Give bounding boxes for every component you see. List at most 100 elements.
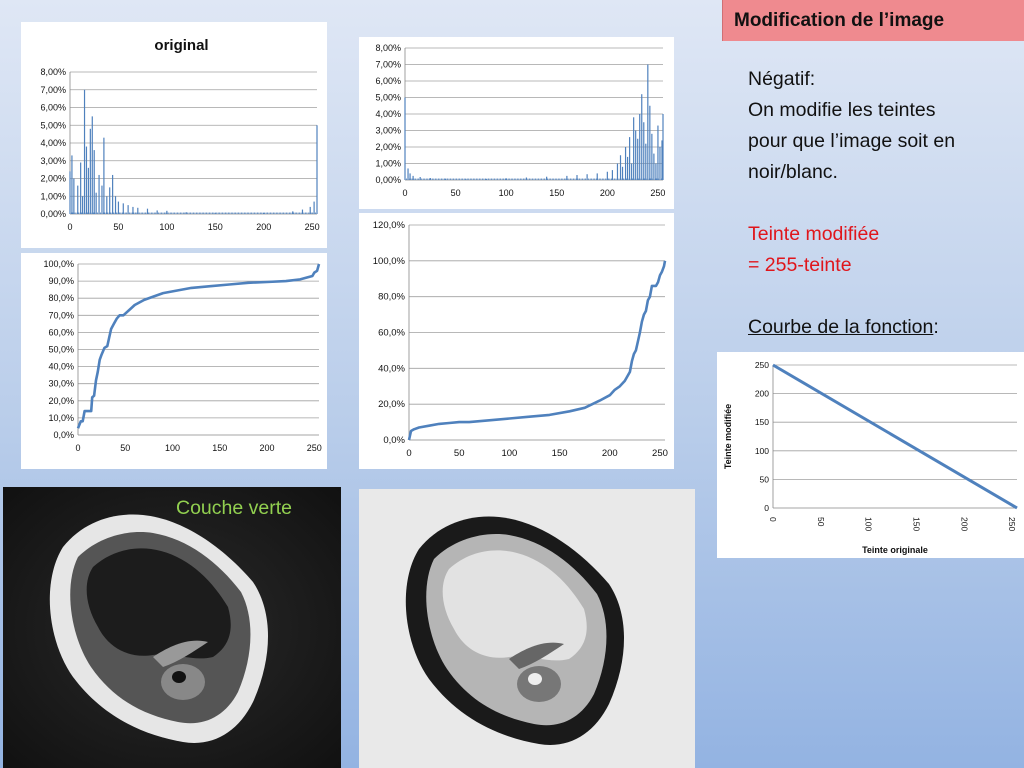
y-tick-label: 90,0% [48,276,74,286]
text-courbe: Courbe de la fonction: [748,312,1018,343]
x-tick-label: 0 [768,517,778,522]
x-tick-label: 50 [120,443,130,453]
series-line [407,260,667,441]
text-line2: On modifie les teintes [748,99,936,121]
text-line4: noir/blanc. [748,161,838,183]
function-curve-chart: 0 50 100 150 200 250 0 50 100 150 200 250 Teinte ori… [723,360,1018,555]
y-tick-label: 5,00% [375,93,401,103]
y-tick-label: 120,0% [373,220,406,231]
y-tick-label: 200 [755,389,769,399]
y-tick-label: 80,0% [378,292,405,303]
photo-negative [359,489,695,768]
y-tick-label: 7,00% [375,60,401,70]
y-tick-label: 0,00% [40,209,66,219]
y-tick-label: 50,0% [48,345,74,355]
x-tick-label: 50 [816,517,826,527]
y-tick-label: 4,00% [375,109,401,119]
series-line [772,363,1018,510]
text-line3: pour que l’image soit en [748,130,956,152]
x-tick-label: 200 [600,188,615,198]
slide-title: Modification de l’image [722,0,1024,41]
x-tick-label: 0 [67,222,72,232]
x-tick-label: 150 [208,222,223,232]
x-tick-label: 0 [402,188,407,198]
x-tick-label: 250 [652,448,668,459]
histogram-original-chart: original 0,00% 1,00% 2,00% 3,00% 4,00% 5,00% 6,… [40,37,320,232]
x-axis-title: Teinte originale [862,545,928,555]
y-tick-label: 6,00% [40,103,66,113]
y-tick-label: 0,0% [383,435,405,446]
y-tick-label: 250 [755,360,769,370]
y-tick-label: 80,0% [48,293,74,303]
x-tick-label: 50 [451,188,461,198]
x-tick-label: 100 [864,517,874,531]
histogram-original-panel: original 0,00% 1,00% 2,00% 3,00% 4,00% 5,00% 6,… [21,22,327,248]
y-tick-label: 4,00% [40,138,66,148]
y-tick-label: 8,00% [40,67,66,77]
cdf-negatif-panel: 0,0% 20,0% 40,0% 60,0% 80,0% 100,0% 120,0% 0 50 1… [359,213,674,469]
y-tick-label: 10,0% [48,413,74,423]
cdf-original-panel: 0,0% 10,0% 20,0% 30,0% 40,0% 50,0% 60,0% 70,0% 8… [21,253,327,469]
y-tick-label: 70,0% [48,310,74,320]
histogram-negatif-chart: 0,00% 1,00% 2,00% 3,00% 4,00% 5,00% 6,00% 7,00%… [375,43,665,198]
x-tick-label: 200 [260,443,275,453]
x-tick-label: 200 [602,448,618,459]
x-tick-label: 250 [307,443,322,453]
series-line [76,263,321,429]
x-tick-label: 50 [454,448,465,459]
x-tick-label: 0 [75,443,80,453]
histogram-bars [404,64,664,180]
x-tick-label: 250 [1007,517,1017,531]
cdf-negatif-chart: 0,0% 20,0% 40,0% 60,0% 80,0% 100,0% 120,0% 0 50 1… [373,220,668,459]
y-tick-label: 0,00% [375,175,401,185]
y-tick-label: 3,00% [40,156,66,166]
y-tick-label: 7,00% [40,85,66,95]
y-tick-label: 40,0% [378,363,405,374]
y-tick-label: 100 [755,446,769,456]
y-tick-label: 20,0% [48,396,74,406]
y-tick-label: 150 [755,417,769,427]
cdf-original-chart: 0,0% 10,0% 20,0% 30,0% 40,0% 50,0% 60,0% 70,0% 8… [43,259,322,453]
x-tick-label: 0 [406,448,411,459]
chart-title: original [154,37,208,54]
atoll-negative-image [359,489,695,768]
y-tick-label: 50 [760,474,770,484]
histogram-negatif-panel: 0,00% 1,00% 2,00% 3,00% 4,00% 5,00% 6,00% 7,00%… [359,37,674,209]
x-tick-label: 150 [549,188,564,198]
y-tick-label: 40,0% [48,362,74,372]
y-tick-label: 2,00% [375,142,401,152]
y-tick-label: 1,00% [40,191,66,201]
explanation-text: Négatif: On modifie les teintes pour que… [748,64,1018,343]
y-tick-label: 20,0% [378,399,405,410]
y-tick-label: 6,00% [375,76,401,86]
x-tick-label: 100 [499,188,514,198]
y-tick-label: 1,00% [375,159,401,169]
y-tick-label: 2,00% [40,174,66,184]
x-tick-label: 150 [552,448,568,459]
function-curve-panel: 0 50 100 150 200 250 0 50 100 150 200 250 Teinte ori… [717,352,1024,558]
y-tick-label: 5,00% [40,120,66,130]
text-courbe-colon: : [933,316,939,338]
text-courbe-underlined: Courbe de la fonction [748,316,934,338]
text-formula: = 255-teinte [748,254,852,276]
y-tick-label: 0 [764,503,769,513]
x-tick-label: 250 [650,188,665,198]
photo-label-couche-verte: Couche verte [176,497,292,519]
text-negatif: Négatif: [748,68,816,90]
x-tick-label: 100 [501,448,517,459]
photo-green-channel [3,487,341,768]
y-tick-label: 8,00% [375,43,401,53]
y-tick-label: 60,0% [48,327,74,337]
x-tick-label: 250 [305,222,320,232]
x-tick-label: 100 [159,222,174,232]
atoll-green-image [3,487,341,768]
y-tick-label: 100,0% [43,259,74,269]
x-tick-label: 200 [959,517,969,531]
y-tick-label: 100,0% [373,256,406,267]
y-tick-label: 30,0% [48,379,74,389]
x-tick-label: 100 [165,443,180,453]
y-axis-title: Teinte modifiée [723,404,733,469]
histogram-bars [69,89,318,214]
y-tick-label: 3,00% [375,126,401,136]
y-tick-label: 0,0% [53,430,74,440]
